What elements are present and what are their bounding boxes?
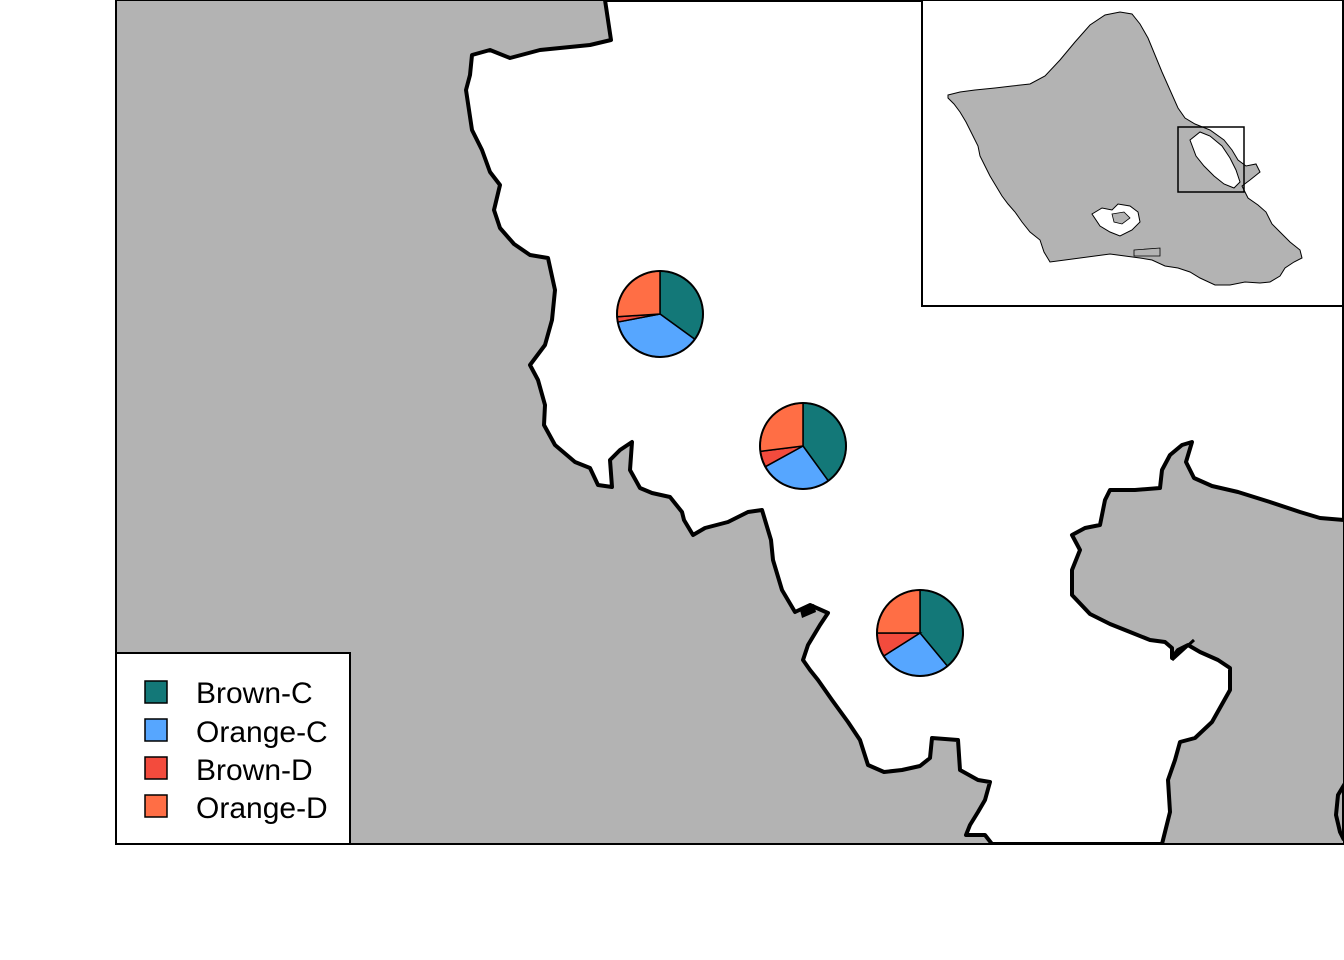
- legend-label-orange-c: Orange-C: [196, 716, 328, 749]
- inset-airport: [1133, 247, 1161, 257]
- inset-map: [921, 0, 1344, 307]
- pie-outline: [759, 402, 847, 490]
- pie-outline: [616, 270, 704, 358]
- legend-swatch-brown-d: [144, 756, 168, 780]
- legend-item-brown-d: Brown-D: [144, 754, 313, 787]
- pier: [800, 604, 816, 618]
- legend-swatch-orange-c: [144, 718, 168, 742]
- inset-frame: [921, 0, 1344, 307]
- legend-label-orange-d: Orange-D: [196, 792, 328, 825]
- inset-locator-box: [1177, 126, 1245, 193]
- legend-item-orange-c: Orange-C: [144, 716, 328, 749]
- legend-swatch-brown-c: [144, 680, 168, 704]
- map-frame: [115, 0, 1344, 845]
- pie-site-south: [876, 589, 964, 677]
- pie-outline: [876, 589, 964, 677]
- islet-right: [1333, 781, 1344, 841]
- pie-site-middle: [759, 402, 847, 490]
- channel-mark: [1170, 638, 1196, 662]
- legend-item-orange-d: Orange-D: [144, 792, 328, 825]
- pie-group: [616, 270, 964, 677]
- inset-harbor-island: [1111, 211, 1131, 225]
- pie-site-north: [616, 270, 704, 358]
- legend-label-brown-d: Brown-D: [196, 754, 313, 787]
- inset-island: [947, 11, 1303, 286]
- legend-swatch-orange-d: [144, 794, 168, 818]
- legend-item-brown-c: Brown-C: [144, 677, 313, 710]
- legend-label-brown-c: Brown-C: [196, 677, 313, 710]
- inset-kaneohe-bay: [1189, 131, 1241, 189]
- legend: Brown-C Orange-C Brown-D Orange-D: [115, 652, 351, 845]
